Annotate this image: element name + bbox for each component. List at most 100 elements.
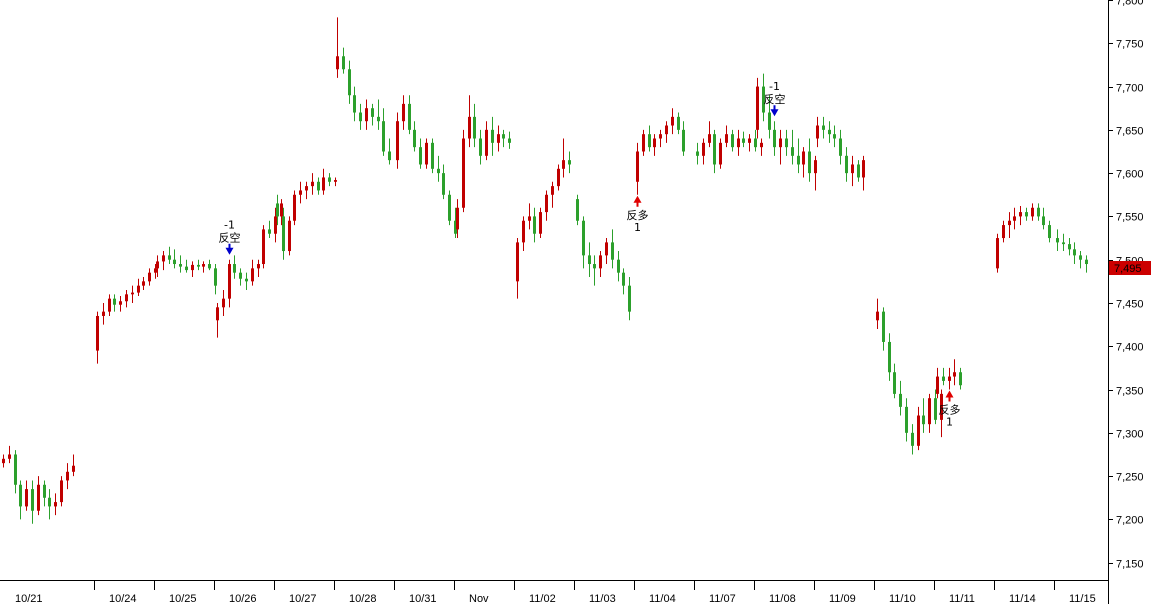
candle-body xyxy=(202,264,205,267)
candle-body xyxy=(197,264,200,267)
candle-body xyxy=(1025,212,1028,217)
candle-body xyxy=(996,238,999,269)
candle-body xyxy=(72,465,75,472)
candle xyxy=(593,255,596,286)
candle-body xyxy=(280,203,283,217)
x-tick-label: 11/11 xyxy=(949,593,975,604)
candle-body xyxy=(708,134,711,143)
candle-body xyxy=(473,116,476,139)
candle-body xyxy=(857,164,860,178)
candle-body xyxy=(779,138,782,148)
candle-body xyxy=(642,134,645,152)
axes xyxy=(0,0,1109,604)
candle xyxy=(760,138,763,156)
last-price-tag: 7,495 xyxy=(1109,261,1151,275)
candle xyxy=(408,95,411,135)
candle xyxy=(893,363,896,399)
candle xyxy=(671,108,674,135)
candle xyxy=(713,129,716,174)
candle-body xyxy=(1073,249,1076,256)
candle xyxy=(37,476,40,516)
candle-body xyxy=(1031,207,1034,217)
candle-body xyxy=(948,376,951,381)
candle xyxy=(682,121,685,156)
candle xyxy=(491,116,494,156)
candle xyxy=(731,129,734,152)
x-tick-label: 11/03 xyxy=(589,593,616,604)
candle xyxy=(936,367,939,399)
candle-body xyxy=(1008,220,1011,226)
candle-body xyxy=(491,129,494,143)
candle xyxy=(582,216,585,269)
candle xyxy=(768,95,771,139)
candle-body xyxy=(179,264,182,267)
candle-body xyxy=(1068,244,1071,250)
candle-body xyxy=(353,95,356,113)
candle-body xyxy=(737,138,740,148)
candle xyxy=(462,129,465,213)
candle xyxy=(233,255,236,279)
candle-body xyxy=(305,186,308,191)
candle-body xyxy=(622,272,625,286)
candle xyxy=(719,138,722,169)
candle-body xyxy=(822,125,825,130)
candle xyxy=(1048,220,1051,243)
candle xyxy=(365,99,368,130)
candle-body xyxy=(431,142,434,169)
candle-body xyxy=(942,376,945,381)
candle-body xyxy=(768,112,771,130)
candle-body xyxy=(959,372,962,386)
candle-body xyxy=(785,138,788,148)
candle xyxy=(754,129,757,152)
candle-body xyxy=(816,125,819,139)
candle xyxy=(1037,203,1040,221)
signal-label: 反空 xyxy=(219,231,241,245)
candle xyxy=(605,238,608,265)
candle-body xyxy=(940,393,943,420)
candle-body xyxy=(102,311,105,316)
sell-signal: -1反空 xyxy=(219,219,241,255)
candle xyxy=(216,302,219,338)
candle-body xyxy=(479,138,482,156)
candle-body xyxy=(808,151,811,174)
candle-body xyxy=(268,229,271,234)
candle-body xyxy=(425,142,428,165)
candle xyxy=(1068,238,1071,256)
candle xyxy=(882,307,885,351)
candle xyxy=(72,454,75,477)
candle-body xyxy=(156,261,159,269)
candle-body xyxy=(762,86,765,113)
candle xyxy=(388,138,391,165)
candle xyxy=(282,207,285,260)
candle xyxy=(202,261,205,273)
candle-body xyxy=(396,121,399,161)
y-tick-label: 7,550 xyxy=(1116,212,1144,224)
candle-body xyxy=(551,186,554,195)
candle xyxy=(568,151,571,174)
last-price-label: 7,495 xyxy=(1114,263,1142,275)
x-axis-ticks: 10/21 10/24 10/25 10/26 10/27 10/28 10/31 Nov 11… xyxy=(15,580,1096,604)
candle-body xyxy=(282,216,285,252)
candle xyxy=(479,129,482,165)
candle xyxy=(802,147,805,178)
candle-body xyxy=(317,181,320,191)
candle xyxy=(442,164,445,200)
candle-body xyxy=(696,151,699,156)
candle xyxy=(737,129,740,156)
candle-body xyxy=(599,255,602,269)
candle xyxy=(822,116,825,139)
candle-body xyxy=(1037,207,1040,217)
candle-body xyxy=(245,278,248,282)
candle-body xyxy=(468,116,471,139)
candle-body xyxy=(485,129,488,156)
candle-body xyxy=(216,307,219,321)
sell-signal: -1反空 xyxy=(764,80,786,117)
candle-body xyxy=(442,173,445,195)
candle-body xyxy=(173,259,176,265)
candle xyxy=(299,181,302,204)
candle xyxy=(142,277,145,290)
candle-body xyxy=(299,190,302,195)
down-arrow-icon xyxy=(770,105,779,117)
candles-layer xyxy=(2,17,1088,524)
candle xyxy=(96,311,99,364)
